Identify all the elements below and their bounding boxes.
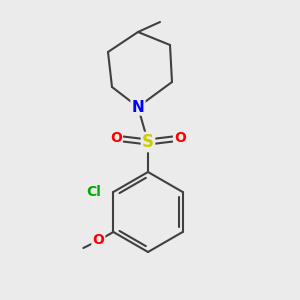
Text: O: O	[92, 233, 104, 247]
Text: N: N	[132, 100, 144, 115]
Text: S: S	[142, 133, 154, 151]
Text: O: O	[174, 131, 186, 145]
Text: Cl: Cl	[86, 185, 101, 199]
Text: O: O	[110, 131, 122, 145]
